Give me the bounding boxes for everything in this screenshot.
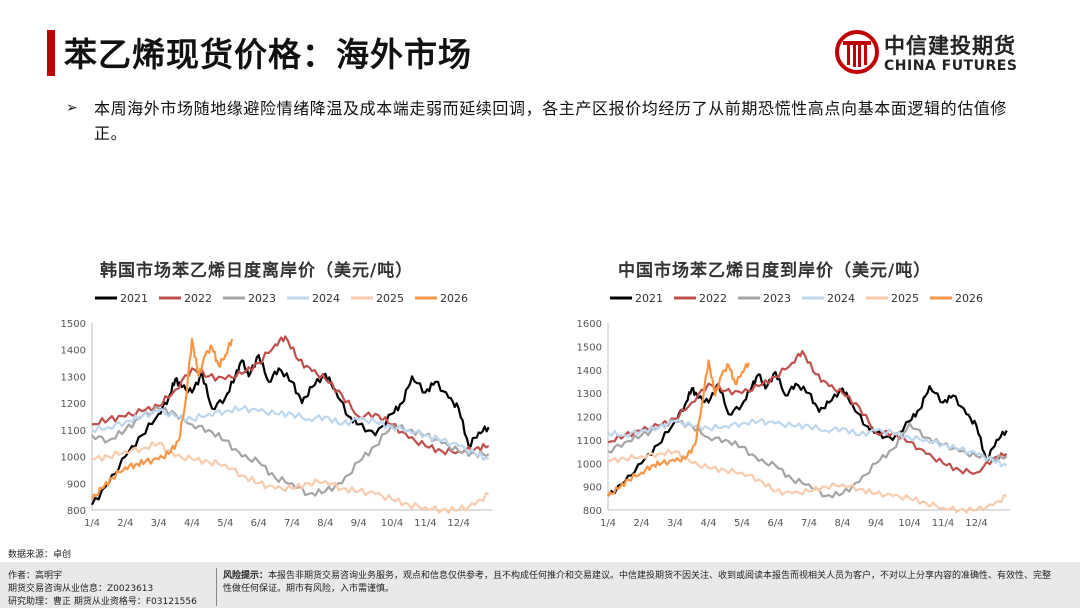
series-line-2025 (607, 448, 1008, 514)
legend-label-2026: 2026 (440, 292, 468, 305)
legend-label-2025: 2025 (376, 292, 404, 305)
title-accent-bar (47, 30, 55, 76)
china-price-chart: 2021 2022 2023 2024 2025 2026 800 900 1000 1100 12… (577, 292, 1010, 529)
x-tick-label: 10/4 (898, 518, 920, 529)
x-tick-label: 3/4 (667, 518, 683, 529)
x-tick-label: 5/4 (734, 518, 750, 529)
y-tick-label: 800 (583, 506, 602, 517)
y-tick-label: 1100 (61, 426, 86, 437)
author-info: 作者：高明宇 期货交易咨询从业信息：Z0023613 研究助理：曹正 期货从业资… (8, 570, 197, 609)
legend-label-2024: 2024 (312, 292, 340, 305)
y-tick-label: 1300 (577, 389, 602, 400)
summary-text: 本周海外市场随地缘避险情绪降温及成本端走弱而延续回调，各主产区报价均经历了从前期… (94, 99, 1008, 143)
y-tick-label: 900 (583, 483, 602, 494)
x-tick-label: 9/4 (351, 518, 367, 529)
legend-label-2024: 2024 (827, 292, 855, 305)
x-tick-label: 2/4 (633, 518, 649, 529)
page-title: 苯乙烯现货价格：海外市场 (64, 35, 472, 74)
x-tick-label: 8/4 (834, 518, 850, 529)
series-line-2021 (607, 371, 1008, 497)
series-line-2024 (607, 418, 1008, 468)
legend-label-2026: 2026 (955, 292, 983, 305)
series-line-2022 (607, 350, 1008, 475)
series-line-2022 (91, 335, 490, 456)
korea-price-chart: 2021 2022 2023 2024 2025 2026 800 900 1000 1100 12… (61, 292, 492, 529)
x-tick-label: 11/4 (932, 518, 954, 529)
legend-label-2022: 2022 (699, 292, 727, 305)
x-tick-label: 12/4 (965, 518, 987, 529)
x-tick-label: 9/4 (868, 518, 884, 529)
legend-label-2021: 2021 (635, 292, 663, 305)
y-tick-label: 1500 (61, 319, 86, 330)
chart-title-china: 中国市场苯乙烯日度到岸价（美元/吨） (618, 261, 932, 281)
x-tick-label: 6/4 (767, 518, 783, 529)
x-tick-label: 6/4 (251, 518, 267, 529)
assistant-license: 研究助理：曹正 期货从业资格号：F03121556 (8, 597, 197, 607)
risk-disclaimer: 风险提示：本报告非期货交易咨询业务服务，观点和信息仅供参考，且不构成任何推介和交… (223, 570, 1053, 596)
x-tick-label: 1/4 (600, 518, 616, 529)
x-tick-label: 7/4 (284, 518, 300, 529)
y-tick-label: 1100 (577, 436, 602, 447)
y-tick-label: 1600 (577, 319, 602, 330)
y-tick-label: 1500 (577, 342, 602, 353)
x-tick-label: 3/4 (151, 518, 167, 529)
y-tick-label: 1400 (61, 346, 86, 357)
x-tick-label: 12/4 (447, 518, 469, 529)
chart-legend: 2021 2022 2023 2024 2025 2026 (610, 292, 983, 305)
series-line-2025 (91, 441, 490, 515)
x-tick-label: 1/4 (84, 518, 100, 529)
y-tick-label: 800 (67, 506, 86, 517)
x-tick-label: 4/4 (700, 518, 716, 529)
series-line-2026 (607, 359, 750, 497)
risk-label: 风险提示： (223, 571, 269, 581)
summary-bullet: ➢ 本周海外市场随地缘避险情绪降温及成本端走弱而延续回调，各主产区报价均经历了从… (66, 96, 1016, 146)
series-line-2024 (91, 405, 490, 461)
author-license: 期货交易咨询从业信息：Z0023613 (8, 584, 154, 594)
series-line-2026 (90, 337, 234, 500)
chart-title-korea: 韩国市场苯乙烯日度离岸价（美元/吨） (100, 261, 414, 281)
citic-logo-icon (835, 30, 879, 74)
y-tick-label: 1000 (61, 453, 86, 464)
x-tick-label: 7/4 (801, 518, 817, 529)
legend-label-2025: 2025 (891, 292, 919, 305)
legend-label-2023: 2023 (763, 292, 791, 305)
y-tick-label: 1400 (577, 366, 602, 377)
data-source: 数据来源：卓创 (8, 550, 72, 560)
legend-label-2022: 2022 (184, 292, 212, 305)
legend-label-2023: 2023 (248, 292, 276, 305)
x-tick-label: 5/4 (217, 518, 233, 529)
y-tick-label: 1200 (577, 413, 602, 424)
author-name: 作者：高明宇 (8, 571, 63, 581)
x-tick-label: 4/4 (184, 518, 200, 529)
logo-english-name: CHINA FUTURES (884, 58, 1018, 74)
x-tick-label: 2/4 (117, 518, 133, 529)
y-tick-label: 1200 (61, 399, 86, 410)
y-tick-label: 1000 (577, 459, 602, 470)
footer-divider (216, 568, 217, 606)
company-logo: 中信建投期货 CHINA FUTURES (834, 27, 1044, 79)
y-tick-label: 900 (67, 479, 86, 490)
logo-chinese-name: 中信建投期货 (884, 34, 1016, 58)
x-tick-label: 11/4 (414, 518, 436, 529)
footer: 作者：高明宇 期货交易咨询从业信息：Z0023613 研究助理：曹正 期货从业资… (0, 562, 1080, 608)
y-tick-label: 1300 (61, 372, 86, 383)
x-tick-label: 8/4 (317, 518, 333, 529)
legend-label-2021: 2021 (120, 292, 148, 305)
series-line-2021 (91, 354, 490, 506)
series-line-2023 (91, 405, 490, 497)
risk-text: 本报告非期货交易咨询业务服务，观点和信息仅供参考，且不构成任何推介和交易建议。中… (223, 571, 1052, 594)
bullet-arrow-icon: ➢ (66, 100, 78, 116)
x-tick-label: 10/4 (381, 518, 403, 529)
chart-legend: 2021 2022 2023 2024 2025 2026 (95, 292, 468, 305)
